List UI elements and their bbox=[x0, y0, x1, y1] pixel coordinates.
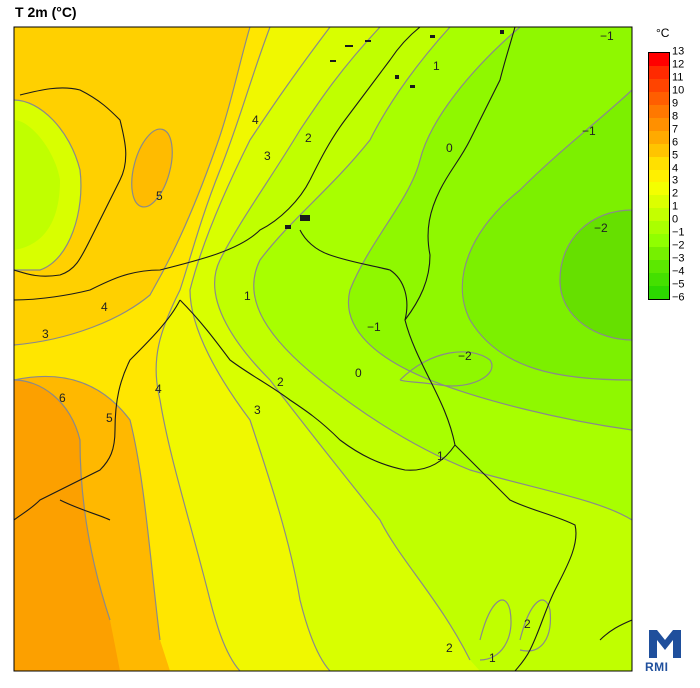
legend-label: 11 bbox=[672, 71, 684, 84]
legend-swatch bbox=[649, 156, 669, 171]
map-frame bbox=[13, 26, 633, 672]
rmi-logo-icon bbox=[649, 630, 681, 658]
contour-label: −2 bbox=[594, 221, 608, 235]
contour-label: 1 bbox=[437, 449, 444, 463]
contour-label: 2 bbox=[305, 131, 312, 145]
contour-label: 4 bbox=[101, 300, 108, 314]
legend-swatch bbox=[649, 195, 669, 209]
legend-swatch bbox=[649, 208, 669, 222]
temperature-field: 4 3 2 5 1 0 −1 −1 −2 −1 −2 0 1 2 3 4 3 4… bbox=[14, 27, 632, 671]
legend-swatch bbox=[649, 78, 669, 93]
legend-swatch bbox=[649, 65, 669, 80]
legend-swatch bbox=[649, 234, 669, 248]
legend-swatch bbox=[649, 117, 669, 132]
warm-cell-5 bbox=[131, 129, 173, 207]
band-minus2 bbox=[560, 210, 632, 340]
legend-swatch bbox=[649, 221, 669, 235]
legend-label: −4 bbox=[672, 265, 685, 278]
contour-label: 3 bbox=[254, 403, 261, 417]
contour-label: −2 bbox=[458, 349, 472, 363]
legend-label: 2 bbox=[672, 187, 679, 200]
logo-text: RMI bbox=[645, 660, 669, 674]
legend-label: 10 bbox=[672, 84, 685, 97]
legend-label: −2 bbox=[672, 239, 685, 252]
contour-label: 4 bbox=[155, 382, 162, 396]
legend-label: 0 bbox=[672, 213, 679, 226]
legend-swatch bbox=[649, 143, 669, 158]
legend-label: −1 bbox=[672, 226, 685, 239]
band-6-south bbox=[14, 380, 120, 671]
legend-swatch bbox=[649, 91, 669, 106]
legend-label: 7 bbox=[672, 123, 679, 136]
coastlines-borders bbox=[14, 27, 632, 671]
contour-label: 3 bbox=[264, 149, 271, 163]
contour-label: 5 bbox=[156, 189, 163, 203]
color-legend bbox=[648, 52, 670, 300]
legend-label: 13 bbox=[672, 45, 685, 58]
contour-label: −1 bbox=[600, 29, 614, 43]
contour-label: 6 bbox=[59, 391, 66, 405]
legend-label: 12 bbox=[672, 58, 685, 71]
contour-label: 4 bbox=[252, 113, 259, 127]
contour-label: 2 bbox=[446, 641, 453, 655]
contour-label: 2 bbox=[277, 375, 284, 389]
contour-label: 2 bbox=[524, 617, 531, 631]
contour-label: 5 bbox=[106, 411, 113, 425]
contour-label: 1 bbox=[244, 289, 251, 303]
contour-label: 1 bbox=[433, 59, 440, 73]
contour-label: −1 bbox=[582, 124, 596, 138]
legend-swatch bbox=[649, 53, 669, 67]
legend-swatch bbox=[649, 273, 669, 287]
contour-label: 0 bbox=[446, 141, 453, 155]
temperature-map: 4 3 2 5 1 0 −1 −1 −2 −1 −2 0 1 2 3 4 3 4… bbox=[13, 26, 633, 672]
contour-label-group: 4 3 2 5 1 0 −1 −1 −2 −1 −2 0 1 2 3 4 3 4… bbox=[42, 29, 614, 665]
legend-swatch bbox=[649, 260, 669, 274]
legend-label: −6 bbox=[672, 291, 685, 304]
legend-unit: °C bbox=[656, 26, 670, 40]
legend-label: 6 bbox=[672, 136, 679, 149]
islands bbox=[285, 30, 504, 229]
legend-label: 3 bbox=[672, 174, 679, 187]
legend-swatch bbox=[649, 247, 669, 261]
legend-label: 8 bbox=[672, 110, 679, 123]
contour-label: −1 bbox=[367, 320, 381, 334]
legend-label: −3 bbox=[672, 252, 685, 265]
uk-cooler-area bbox=[14, 120, 60, 250]
legend-swatch bbox=[649, 104, 669, 119]
legend-label: 5 bbox=[672, 149, 679, 162]
legend-label: 9 bbox=[672, 97, 679, 110]
legend-label: 1 bbox=[672, 200, 679, 213]
contour-label: 0 bbox=[355, 366, 362, 380]
contour-lines bbox=[14, 27, 632, 671]
contour-label: 1 bbox=[489, 651, 496, 665]
legend-swatch bbox=[649, 130, 669, 145]
map-title: T 2m (°C) bbox=[15, 4, 77, 20]
legend-swatch bbox=[649, 182, 669, 196]
legend-swatch bbox=[649, 169, 669, 183]
legend-swatch bbox=[649, 286, 669, 300]
legend-label: 4 bbox=[672, 162, 679, 175]
legend-label: −5 bbox=[672, 278, 685, 291]
contour-label: 3 bbox=[42, 327, 49, 341]
